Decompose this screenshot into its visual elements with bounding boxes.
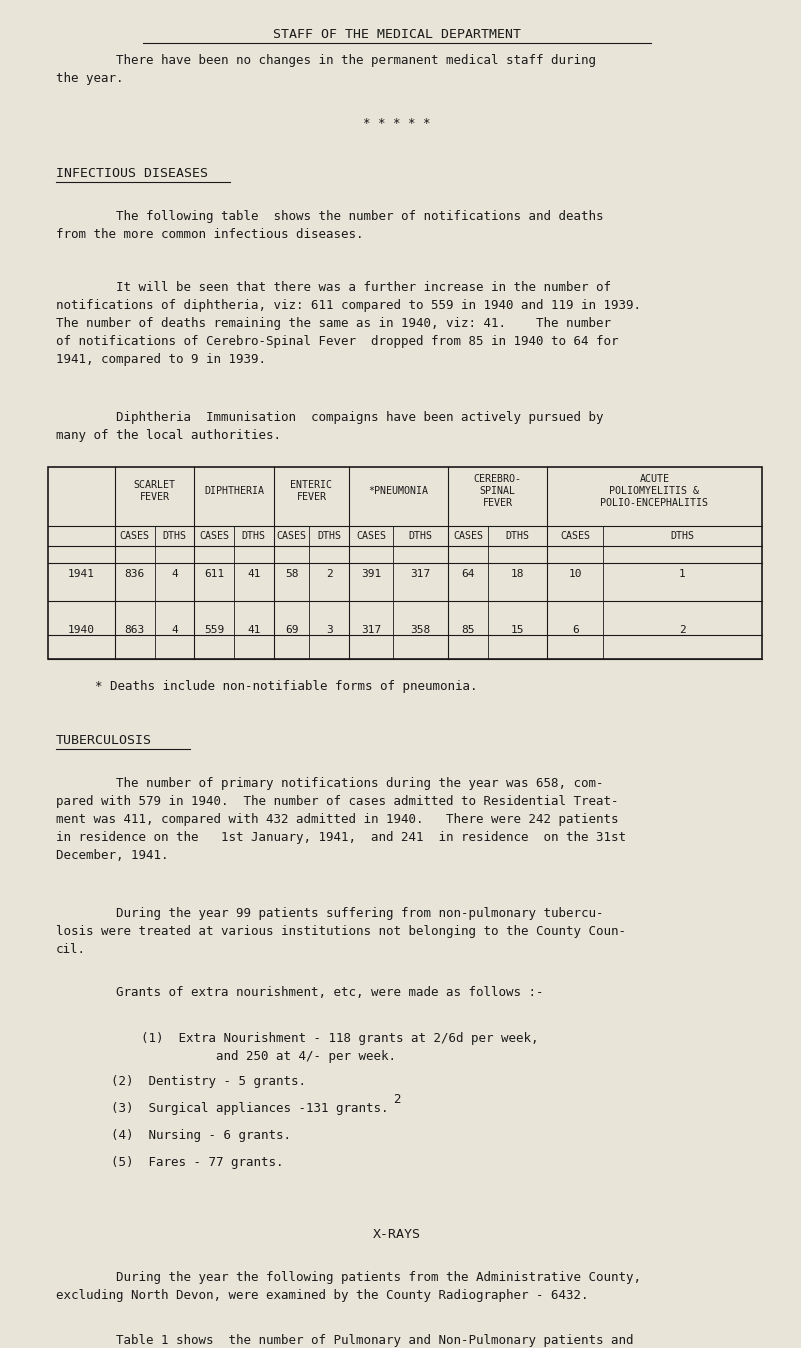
Text: 836: 836 [125, 569, 145, 578]
Text: 1941: 1941 [68, 569, 95, 578]
Text: DTHS: DTHS [242, 531, 266, 541]
Text: (1)  Extra Nourishment - 118 grants at 2/6d per week,
              and 250 at 4: (1) Extra Nourishment - 118 grants at 2/… [111, 1031, 538, 1062]
Text: DTHS: DTHS [670, 531, 694, 541]
Text: 85: 85 [461, 625, 475, 635]
Text: Table 1 shows  the number of Pulmonary and Non-Pulmonary patients and
Table II c: Table 1 shows the number of Pulmonary an… [55, 1333, 633, 1348]
Text: ENTERIC
FEVER: ENTERIC FEVER [291, 480, 332, 503]
Text: CASES: CASES [199, 531, 229, 541]
Text: (3)  Surgical appliances -131 grants.: (3) Surgical appliances -131 grants. [111, 1101, 388, 1115]
Text: 1940: 1940 [68, 625, 95, 635]
Text: 317: 317 [360, 625, 381, 635]
Text: 4: 4 [171, 569, 178, 578]
Text: 6: 6 [572, 625, 578, 635]
Text: 10: 10 [569, 569, 582, 578]
Text: *PNEUMONIA: *PNEUMONIA [368, 485, 429, 496]
Text: During the year 99 patients suffering from non-pulmonary tubercu-
losis were tre: During the year 99 patients suffering fr… [55, 907, 626, 956]
Text: DTHS: DTHS [163, 531, 187, 541]
Text: 391: 391 [360, 569, 381, 578]
Text: 611: 611 [204, 569, 224, 578]
Text: 58: 58 [285, 569, 298, 578]
Text: ACUTE
POLIOMYELITIS &
POLIO-ENCEPHALITIS: ACUTE POLIOMYELITIS & POLIO-ENCEPHALITIS [601, 473, 709, 508]
Text: DTHS: DTHS [317, 531, 341, 541]
Text: 64: 64 [461, 569, 475, 578]
Text: 3: 3 [326, 625, 332, 635]
Text: 41: 41 [248, 569, 260, 578]
Text: There have been no changes in the permanent medical staff during
the year.: There have been no changes in the perman… [55, 54, 595, 85]
Text: It will be seen that there was a further increase in the number of
notifications: It will be seen that there was a further… [55, 280, 641, 365]
Text: During the year the following patients from the Administrative County,
excluding: During the year the following patients f… [55, 1271, 641, 1302]
Text: 1: 1 [679, 569, 686, 578]
Text: 41: 41 [248, 625, 260, 635]
Text: STAFF OF THE MEDICAL DEPARTMENT: STAFF OF THE MEDICAL DEPARTMENT [272, 28, 521, 42]
Text: CASES: CASES [560, 531, 590, 541]
Text: DIPHTHERIA: DIPHTHERIA [204, 485, 264, 496]
Text: 863: 863 [125, 625, 145, 635]
Text: CASES: CASES [276, 531, 307, 541]
Text: X-RAYS: X-RAYS [372, 1228, 421, 1242]
Text: 2: 2 [393, 1093, 400, 1107]
Text: TUBERCULOSIS: TUBERCULOSIS [55, 735, 151, 747]
Text: INFECTIOUS DISEASES: INFECTIOUS DISEASES [55, 167, 207, 181]
Text: Diphtheria  Immunisation  compaigns have been actively pursued by
many of the lo: Diphtheria Immunisation compaigns have b… [55, 411, 603, 442]
Text: CASES: CASES [453, 531, 483, 541]
Text: * Deaths include non-notifiable forms of pneumonia.: * Deaths include non-notifiable forms of… [95, 679, 477, 693]
Text: SCARLET
FEVER: SCARLET FEVER [134, 480, 175, 503]
Text: The number of primary notifications during the year was 658, com-
pared with 579: The number of primary notifications duri… [55, 778, 626, 863]
Text: 2: 2 [326, 569, 332, 578]
Text: 15: 15 [511, 625, 525, 635]
Text: 2: 2 [679, 625, 686, 635]
Text: * * * * *: * * * * * [363, 116, 430, 129]
Text: DTHS: DTHS [505, 531, 529, 541]
Text: CASES: CASES [120, 531, 150, 541]
Text: 18: 18 [511, 569, 525, 578]
Text: CEREBRO-
SPINAL
FEVER: CEREBRO- SPINAL FEVER [474, 473, 521, 508]
Text: (4)  Nursing - 6 grants.: (4) Nursing - 6 grants. [111, 1128, 291, 1142]
Text: 559: 559 [204, 625, 224, 635]
Text: 69: 69 [285, 625, 298, 635]
Text: (2)  Dentistry - 5 grants.: (2) Dentistry - 5 grants. [111, 1074, 306, 1088]
Text: DTHS: DTHS [409, 531, 433, 541]
Text: 4: 4 [171, 625, 178, 635]
Text: CASES: CASES [356, 531, 386, 541]
Text: 317: 317 [410, 569, 431, 578]
Text: (5)  Fares - 77 grants.: (5) Fares - 77 grants. [111, 1157, 284, 1169]
Text: The following table  shows the number of notifications and deaths
from the more : The following table shows the number of … [55, 210, 603, 241]
Text: Grants of extra nourishment, etc, were made as follows :-: Grants of extra nourishment, etc, were m… [55, 987, 543, 999]
Text: 358: 358 [410, 625, 431, 635]
